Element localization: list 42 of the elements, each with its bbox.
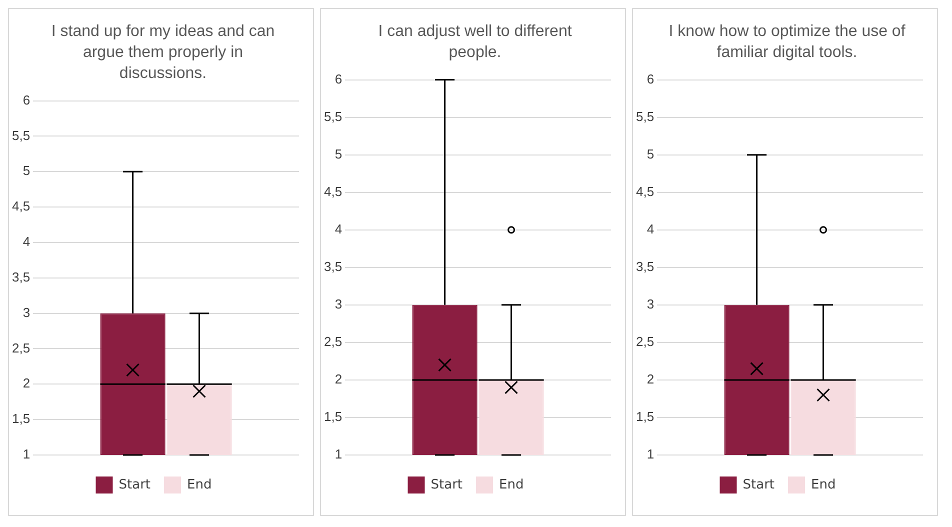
y-tick-label: 3: [646, 296, 654, 312]
y-tick-label: 2,5: [636, 334, 654, 350]
y-tick-label: 6: [334, 71, 342, 86]
y-tick-label: 5: [22, 163, 30, 178]
y-tick-label: 5: [334, 146, 342, 162]
y-tick-label: 1: [646, 446, 654, 462]
chart-title: I stand up for my ideas and can argue them properly in discussions.: [50, 22, 276, 84]
y-tick-label: 3: [334, 296, 342, 312]
y-tick-label: 2: [334, 372, 342, 387]
y-tick-label: 5,5: [12, 128, 30, 143]
y-tick-label: 3: [22, 304, 30, 320]
y-tick-label: 4: [22, 234, 30, 250]
y-tick-label: 2: [646, 372, 654, 387]
legend-label: End: [499, 477, 524, 492]
legend-label: Start: [430, 477, 463, 492]
legend-label: Start: [118, 477, 151, 492]
y-tick-label: 2,5: [12, 340, 30, 356]
y-tick-label: 1,5: [12, 411, 30, 426]
legend-label: Start: [742, 477, 775, 492]
legend-label: End: [811, 477, 836, 492]
y-tick-label: 5,5: [636, 108, 654, 124]
y-tick-label: 4: [646, 221, 654, 236]
y-tick-label: 5,5: [324, 108, 342, 124]
y-tick-label: 1: [22, 446, 30, 462]
y-tick-label: 6: [646, 71, 654, 86]
y-tick-label: 2: [22, 376, 30, 391]
chart-title: I know how to optimize the use of familiar digital tools.: [668, 22, 906, 63]
legend-label: End: [187, 477, 212, 492]
y-tick-label: 3,5: [636, 258, 654, 274]
chart-title: I can adjust well to different people.: [377, 22, 573, 63]
y-tick-label: 3,5: [12, 269, 30, 284]
y-tick-label: 4: [334, 221, 342, 236]
y-tick-label: 4,5: [636, 184, 654, 199]
y-tick-label: 4,5: [324, 184, 342, 199]
y-tick-label: 1: [334, 446, 342, 462]
y-tick-label: 6: [22, 92, 30, 108]
y-tick-label: 4,5: [12, 198, 30, 214]
y-tick-label: 1,5: [324, 409, 342, 424]
y-tick-label: 5: [646, 146, 654, 162]
y-tick-label: 3,5: [324, 258, 342, 274]
y-tick-label: 2,5: [324, 334, 342, 350]
y-tick-label: 1,5: [636, 409, 654, 424]
